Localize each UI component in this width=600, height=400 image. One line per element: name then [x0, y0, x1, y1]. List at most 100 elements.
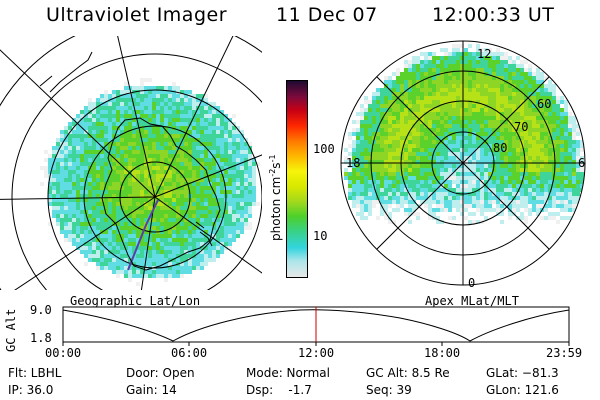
emission-pixel — [96, 114, 100, 118]
emission-pixel — [192, 266, 196, 270]
emission-pixel — [40, 182, 44, 186]
emission-pixel — [532, 144, 536, 148]
emission-pixel — [428, 188, 432, 192]
emission-pixel — [528, 96, 532, 100]
emission-pixel — [484, 172, 488, 176]
emission-pixel — [172, 246, 176, 250]
emission-pixel — [216, 186, 220, 190]
emission-pixel — [516, 152, 520, 156]
emission-pixel — [420, 140, 424, 144]
emission-pixel — [556, 132, 560, 136]
emission-pixel — [220, 226, 224, 230]
emission-pixel — [532, 92, 536, 96]
emission-pixel — [560, 168, 564, 172]
emission-pixel — [80, 178, 84, 182]
emission-pixel — [188, 174, 192, 178]
emission-pixel — [424, 88, 428, 92]
emission-pixel — [360, 212, 364, 216]
emission-pixel — [152, 214, 156, 218]
emission-pixel — [136, 182, 140, 186]
emission-pixel — [408, 180, 412, 184]
emission-pixel — [152, 146, 156, 150]
emission-pixel — [156, 190, 160, 194]
emission-pixel — [536, 184, 540, 188]
emission-pixel — [528, 208, 532, 212]
emission-pixel — [560, 180, 564, 184]
emission-pixel — [500, 128, 504, 132]
emission-pixel — [104, 194, 108, 198]
emission-pixel — [428, 140, 432, 144]
emission-pixel — [132, 206, 136, 210]
emission-pixel — [92, 246, 96, 250]
emission-pixel — [192, 258, 196, 262]
emission-pixel — [464, 180, 468, 184]
emission-pixel — [480, 96, 484, 100]
emission-pixel — [100, 122, 104, 126]
emission-pixel — [508, 84, 512, 88]
emission-pixel — [376, 160, 380, 164]
emission-pixel — [500, 60, 504, 64]
emission-pixel — [472, 80, 476, 84]
emission-pixel — [108, 238, 112, 242]
emission-pixel — [184, 126, 188, 130]
emission-pixel — [456, 56, 460, 60]
emission-pixel — [544, 184, 548, 188]
emission-pixel — [440, 168, 444, 172]
emission-pixel — [192, 230, 196, 234]
emission-pixel — [416, 132, 420, 136]
emission-pixel — [496, 168, 500, 172]
emission-pixel — [164, 102, 168, 106]
emission-pixel — [176, 122, 180, 126]
emission-pixel — [560, 160, 564, 164]
emission-pixel — [140, 270, 144, 274]
emission-pixel — [176, 142, 180, 146]
emission-pixel — [108, 142, 112, 146]
emission-pixel — [432, 120, 436, 124]
emission-pixel — [580, 172, 584, 176]
emission-pixel — [384, 192, 388, 196]
emission-pixel — [520, 60, 524, 64]
emission-pixel — [112, 266, 116, 270]
emission-pixel — [384, 144, 388, 148]
emission-pixel — [240, 182, 244, 186]
emission-pixel — [192, 218, 196, 222]
glat-info: GLat: −81.3 — [486, 366, 559, 380]
emission-pixel — [204, 262, 208, 266]
emission-pixel — [140, 206, 144, 210]
emission-pixel — [360, 204, 364, 208]
emission-pixel — [48, 170, 52, 174]
emission-pixel — [416, 60, 420, 64]
emission-pixel — [176, 174, 180, 178]
emission-pixel — [176, 234, 180, 238]
emission-pixel — [396, 128, 400, 132]
emission-pixel — [192, 226, 196, 230]
emission-pixel — [236, 134, 240, 138]
emission-pixel — [236, 226, 240, 230]
emission-pixel — [212, 186, 216, 190]
emission-pixel — [436, 184, 440, 188]
emission-pixel — [136, 218, 140, 222]
emission-pixel — [408, 164, 412, 168]
emission-pixel — [216, 226, 220, 230]
emission-pixel — [500, 144, 504, 148]
emission-pixel — [112, 210, 116, 214]
emission-pixel — [532, 200, 536, 204]
emission-pixel — [424, 96, 428, 100]
emission-pixel — [568, 132, 572, 136]
emission-pixel — [396, 200, 400, 204]
emission-pixel — [140, 118, 144, 122]
emission-pixel — [76, 206, 80, 210]
emission-pixel — [364, 164, 368, 168]
emission-pixel — [376, 184, 380, 188]
emission-pixel — [392, 188, 396, 192]
emission-pixel — [128, 182, 132, 186]
emission-pixel — [148, 234, 152, 238]
emission-pixel — [528, 104, 532, 108]
mlt-label-dawn: 6 — [578, 156, 586, 170]
emission-pixel — [444, 200, 448, 204]
emission-pixel — [536, 92, 540, 96]
emission-pixel — [72, 206, 76, 210]
emission-pixel — [176, 238, 180, 242]
emission-pixel — [456, 164, 460, 168]
emission-pixel — [76, 230, 80, 234]
